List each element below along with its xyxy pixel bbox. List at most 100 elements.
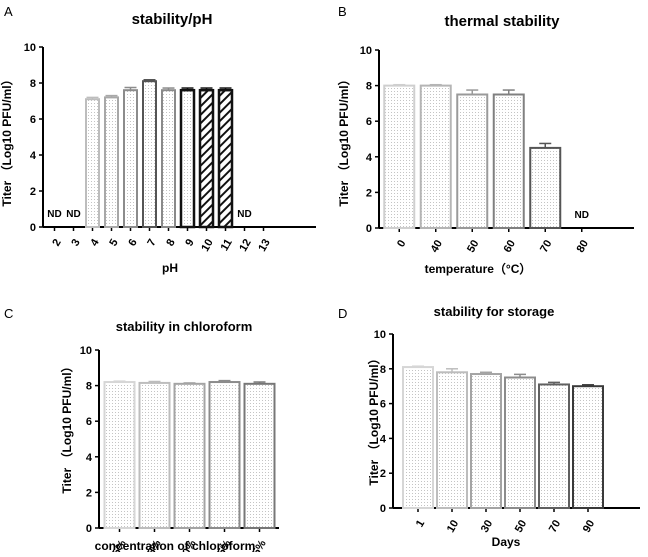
x-tick-label: 10 <box>199 237 216 254</box>
bar <box>538 383 570 509</box>
y-tick-label: 10 <box>24 42 36 54</box>
panel-letter-b: B <box>338 4 347 19</box>
panel-b: B thermal stability Titer （Log10 PFU/ml）… <box>336 4 634 276</box>
panel-letter-c: C <box>4 306 13 321</box>
x-tick-label: 4 <box>88 236 102 248</box>
panel-c-y-axis-label: Titer （Log10 PFU/ml） <box>59 360 74 493</box>
x-tick-label: 3 <box>69 237 82 248</box>
y-tick-label: 4 <box>380 433 387 445</box>
y-tick-label: 0 <box>366 223 372 235</box>
x-tick-label: 60 <box>502 238 519 255</box>
x-tick-label: 50 <box>465 238 482 255</box>
panel-b-y-axis-label: Titer （Log10 PFU/ml） <box>336 73 351 206</box>
y-tick-label: 6 <box>366 116 372 128</box>
y-tick-label: 8 <box>86 381 92 393</box>
y-tick-label: 10 <box>360 45 372 57</box>
bar <box>198 88 215 229</box>
x-tick-label: 2 <box>50 237 63 248</box>
panel-b-title: thermal stability <box>444 13 560 30</box>
panel-d-y-axis-label: Titer （Log10 PFU/ml） <box>366 352 381 485</box>
bar <box>492 93 525 229</box>
panel-b-x-axis-label: temperature（°C） <box>425 261 532 276</box>
bar <box>104 96 119 229</box>
x-tick-label: 9 <box>183 237 196 248</box>
y-tick-label: 6 <box>86 416 92 428</box>
y-tick-label: 10 <box>80 345 92 357</box>
panel-c-x-axis-label: concentration of chloroform <box>95 539 256 552</box>
x-tick-label: 70 <box>538 238 555 255</box>
bar <box>402 366 434 509</box>
y-tick-label: 6 <box>30 114 36 126</box>
bar <box>138 381 171 529</box>
bar <box>123 89 138 228</box>
y-tick-label: 10 <box>374 329 386 341</box>
bar <box>103 381 136 530</box>
panel-a-y-axis-label: Titer （Log10 PFU/ml） <box>0 73 14 206</box>
y-tick-label: 2 <box>366 187 372 199</box>
bar <box>217 88 234 229</box>
panel-letter-a: A <box>4 4 13 19</box>
bar <box>572 385 604 510</box>
bar <box>243 382 276 529</box>
x-tick-label: 12 <box>237 237 254 254</box>
bar <box>470 373 502 509</box>
x-tick-label: 11 <box>219 237 235 253</box>
x-tick-label: 30 <box>479 518 496 535</box>
bar <box>436 371 468 509</box>
panel-a-title: stability/pH <box>132 11 213 28</box>
x-tick-label: 1 <box>414 518 427 529</box>
x-tick-label: 13 <box>256 237 273 254</box>
y-tick-label: 8 <box>380 364 386 376</box>
y-tick-label: 2 <box>86 487 92 499</box>
panel-a-x-axis-label: pH <box>162 261 178 275</box>
x-tick-label: 90 <box>581 518 598 535</box>
y-tick-label: 8 <box>366 81 372 93</box>
bar <box>142 80 157 228</box>
y-tick-label: 2 <box>380 468 386 480</box>
panel-d-title: stability for storage <box>434 304 555 319</box>
x-tick-label: 6 <box>126 237 139 248</box>
nd-label: ND <box>237 209 251 220</box>
nd-label: ND <box>47 209 61 220</box>
panel-letter-d: D <box>338 306 347 321</box>
x-tick-label: 40 <box>429 238 446 255</box>
panel-b-plot: 0 2 4 6 8 10 0 40 50 60 70 80 ND <box>360 45 634 255</box>
panel-d-plot: 0 2 4 6 8 10 1 10 30 50 70 90 <box>374 329 640 535</box>
nd-label: ND <box>575 210 589 221</box>
bar <box>529 146 562 229</box>
y-tick-label: 0 <box>380 503 386 515</box>
x-tick-label: 80 <box>575 238 592 255</box>
bar <box>419 84 452 229</box>
bar <box>208 381 241 530</box>
bar <box>173 382 206 529</box>
nd-label: ND <box>66 209 80 220</box>
bar <box>504 376 536 509</box>
x-tick-label: 10 <box>445 518 462 535</box>
bar <box>383 84 416 229</box>
panel-d: D stability for storage Titer （Log10 PFU… <box>338 304 640 549</box>
bar <box>456 93 489 229</box>
y-tick-label: 2 <box>30 186 36 198</box>
panel-d-x-axis-label: Days <box>492 535 521 549</box>
bar <box>85 98 100 228</box>
x-tick-label: 5 <box>107 237 120 248</box>
y-tick-label: 4 <box>30 150 37 162</box>
y-tick-label: 6 <box>380 399 386 411</box>
panel-c-title: stability in chloroform <box>116 319 253 334</box>
x-tick-label: 8 <box>164 237 177 248</box>
y-tick-label: 4 <box>86 452 93 464</box>
bar <box>161 89 176 228</box>
x-tick-label: 70 <box>547 518 564 535</box>
panel-c: C stability in chloroform Titer （Log10 P… <box>4 306 279 557</box>
y-tick-label: 0 <box>30 222 36 234</box>
x-tick-label: 0 <box>395 238 408 249</box>
y-tick-label: 0 <box>86 523 92 535</box>
x-tick-label: 7 <box>145 237 158 248</box>
bar <box>179 88 196 229</box>
panel-a: A stability/pH Titer （Log10 PFU/ml） pH 0… <box>0 4 316 275</box>
y-tick-label: 8 <box>30 78 36 90</box>
